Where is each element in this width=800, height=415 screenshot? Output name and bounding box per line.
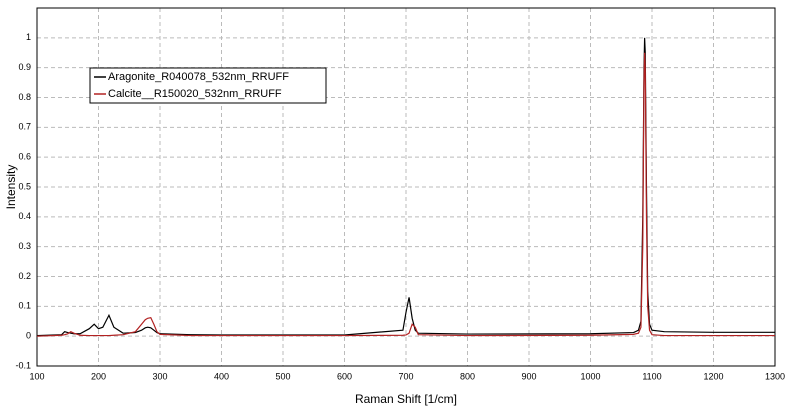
y-tick-label: 1 <box>26 32 31 42</box>
y-tick-label: 0.4 <box>18 211 31 221</box>
x-tick-label: 100 <box>29 371 44 381</box>
x-tick-label: 1300 <box>765 371 785 381</box>
y-tick-label: 0.6 <box>18 152 31 162</box>
x-tick-label: 400 <box>214 371 229 381</box>
x-tick-label: 1000 <box>580 371 600 381</box>
y-tick-label: 0.1 <box>18 301 31 311</box>
legend: Aragonite_R040078_532nm_RRUFF Calcite__R1… <box>89 67 327 104</box>
legend-label: Aragonite_R040078_532nm_RRUFF <box>108 71 289 83</box>
x-tick-label: 900 <box>521 371 536 381</box>
y-tick-label: 0.3 <box>18 241 31 251</box>
y-axis-label: Intensity <box>4 165 18 210</box>
x-tick-label: 1100 <box>642 371 661 381</box>
x-tick-label: 1200 <box>703 371 723 381</box>
y-tick-label: 0.8 <box>18 92 31 102</box>
y-tick-label: 0.7 <box>18 122 31 132</box>
y-tick-label: 0 <box>26 331 31 341</box>
x-tick-label: 500 <box>275 371 290 381</box>
x-tick-label: 300 <box>152 371 167 381</box>
x-tick-label: 600 <box>337 371 352 381</box>
plot-border <box>36 7 776 367</box>
series-line <box>36 37 775 337</box>
y-tick-label: 0.2 <box>18 271 31 281</box>
y-tick-label: 0.5 <box>18 181 31 191</box>
series-line <box>36 52 775 337</box>
legend-box <box>89 67 327 104</box>
x-tick-label: 200 <box>91 371 106 381</box>
x-tick-label: 800 <box>460 371 475 381</box>
x-tick-label: 700 <box>398 371 413 381</box>
y-tick-label: -0.1 <box>15 360 31 370</box>
y-tick-label: 0.9 <box>18 62 31 72</box>
legend-label: Calcite__R150020_532nm_RRUFF <box>108 88 282 100</box>
x-axis-label: Raman Shift [1/cm] <box>355 392 457 406</box>
